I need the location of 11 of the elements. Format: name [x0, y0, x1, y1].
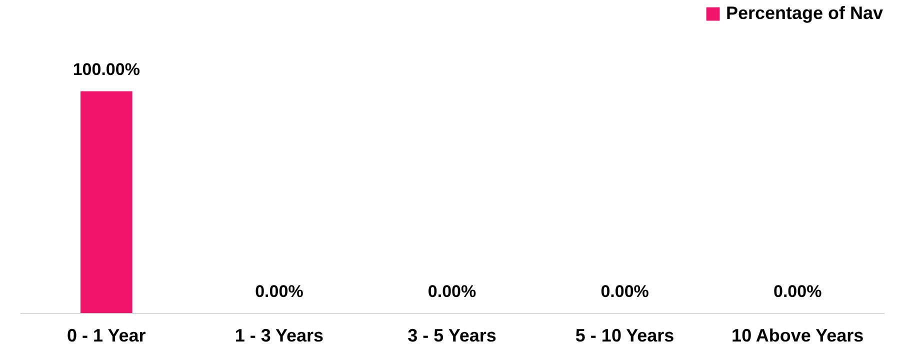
data-label: 0.00% — [600, 282, 649, 301]
data-label: 0.00% — [428, 282, 476, 301]
x-tick-label: 1 - 3 Years — [234, 326, 324, 346]
legend-label: Percentage of Nav — [726, 3, 884, 23]
x-tick-label: 10 Above Years — [732, 326, 864, 346]
x-tick-label: 3 - 5 Years — [408, 326, 496, 346]
x-tick-label: 5 - 10 Years — [575, 326, 674, 346]
data-label: 0.00% — [774, 282, 822, 301]
x-tick-label: 0 - 1 Year — [67, 326, 146, 346]
data-label: 100.00% — [72, 60, 140, 80]
data-label: 0.00% — [255, 282, 304, 301]
